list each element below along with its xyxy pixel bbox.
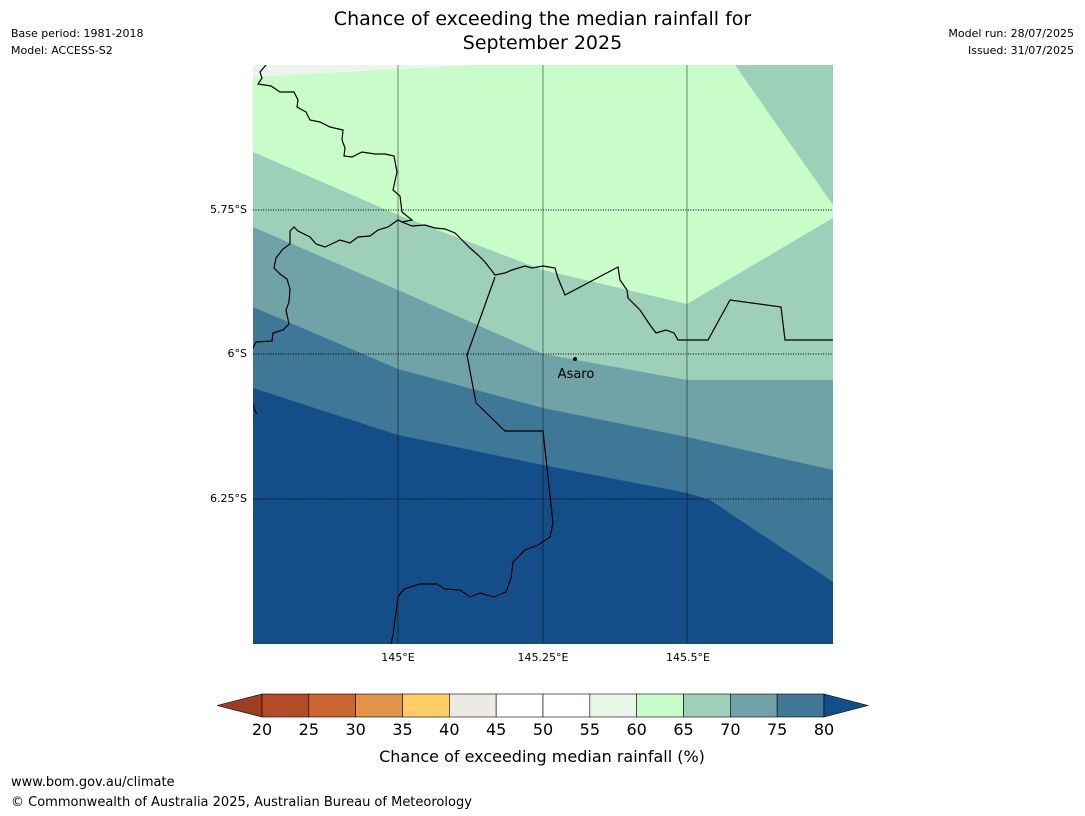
boundary-south [390, 276, 554, 644]
colorbar-extend-low [216, 693, 263, 718]
boundary-west-edge [253, 403, 258, 415]
lon-label-145-25e: 145.25°E [518, 651, 569, 664]
colorbar-tick-label: 30 [345, 720, 365, 739]
model-name: Model: ACCESS-S2 [11, 44, 113, 57]
colorbar-tick-label: 55 [580, 720, 600, 739]
colorbar-tick-label: 45 [486, 720, 506, 739]
lon-label-145-5e: 145.5°E [666, 651, 710, 664]
colorbar-tick-label: 70 [720, 720, 740, 739]
colorbar-tick-label: 40 [439, 720, 459, 739]
boundary-ridge [401, 221, 833, 341]
meta-left: Base period: 1981-2018 Model: ACCESS-S2 [11, 25, 143, 59]
lon-label-145e: 145°E [381, 651, 414, 664]
lat-label-6-25s: 6.25°S [210, 492, 247, 505]
title-line-1: Chance of exceeding the median rainfall … [333, 8, 752, 30]
model-run: Model run: 28/07/2025 [948, 27, 1074, 40]
base-period: Base period: 1981-2018 [11, 27, 144, 40]
colorbar-label: Chance of exceeding median rainfall (%) [379, 747, 705, 766]
colorbar-tick-label: 65 [673, 720, 693, 739]
lat-label-6s: 6°S [228, 347, 247, 360]
colorbar-segment [776, 693, 825, 718]
colorbar-tick-label: 60 [626, 720, 646, 739]
title-line-2: September 2025 [462, 32, 623, 54]
colorbar-segment [589, 693, 637, 718]
asaro-label: Asaro [558, 367, 595, 382]
colorbar-tick-label: 20 [252, 720, 272, 739]
colorbar-segment [449, 693, 497, 718]
colorbar: 20 25 30 35 40 45 50 55 60 65 70 75 80 [216, 693, 870, 739]
colorbar-tick-label: 50 [533, 720, 553, 739]
zone-60-65 [253, 65, 833, 304]
issued-date: Issued: 31/07/2025 [967, 44, 1074, 57]
colorbar-segment [495, 693, 544, 718]
colorbar-extend-high [823, 693, 870, 718]
meta-right: Model run: 28/07/2025 Issued: 31/07/2025 [948, 25, 1074, 59]
colorbar-segment [542, 693, 591, 718]
colorbar-segment [308, 693, 356, 718]
graticule [253, 65, 833, 644]
colorbar-segment [261, 693, 310, 718]
boundary-north [253, 65, 414, 349]
zone-55-60 [253, 65, 475, 77]
colorbar-segment [636, 693, 684, 718]
colorbar-segment [355, 693, 403, 718]
colorbar-segment [402, 693, 450, 718]
footer-copyright: © Commonwealth of Australia 2025, Austra… [11, 795, 472, 810]
colorbar-segment [683, 693, 731, 718]
map-area: Asaro [253, 65, 833, 644]
colorbar-tick-label: 80 [814, 720, 834, 739]
colorbar-tick-label: 25 [299, 720, 319, 739]
colorbar-tick-label: 35 [392, 720, 412, 739]
asaro-marker [573, 357, 577, 361]
map-title: Chance of exceeding the median rainfall … [0, 7, 1085, 55]
footer-url: www.bom.gov.au/climate [11, 775, 175, 790]
colorbar-tick-label: 75 [767, 720, 787, 739]
colorbar-segment [730, 693, 778, 718]
lat-label-5-75s: 5.75°S [210, 203, 247, 216]
province-boundaries [253, 65, 833, 644]
